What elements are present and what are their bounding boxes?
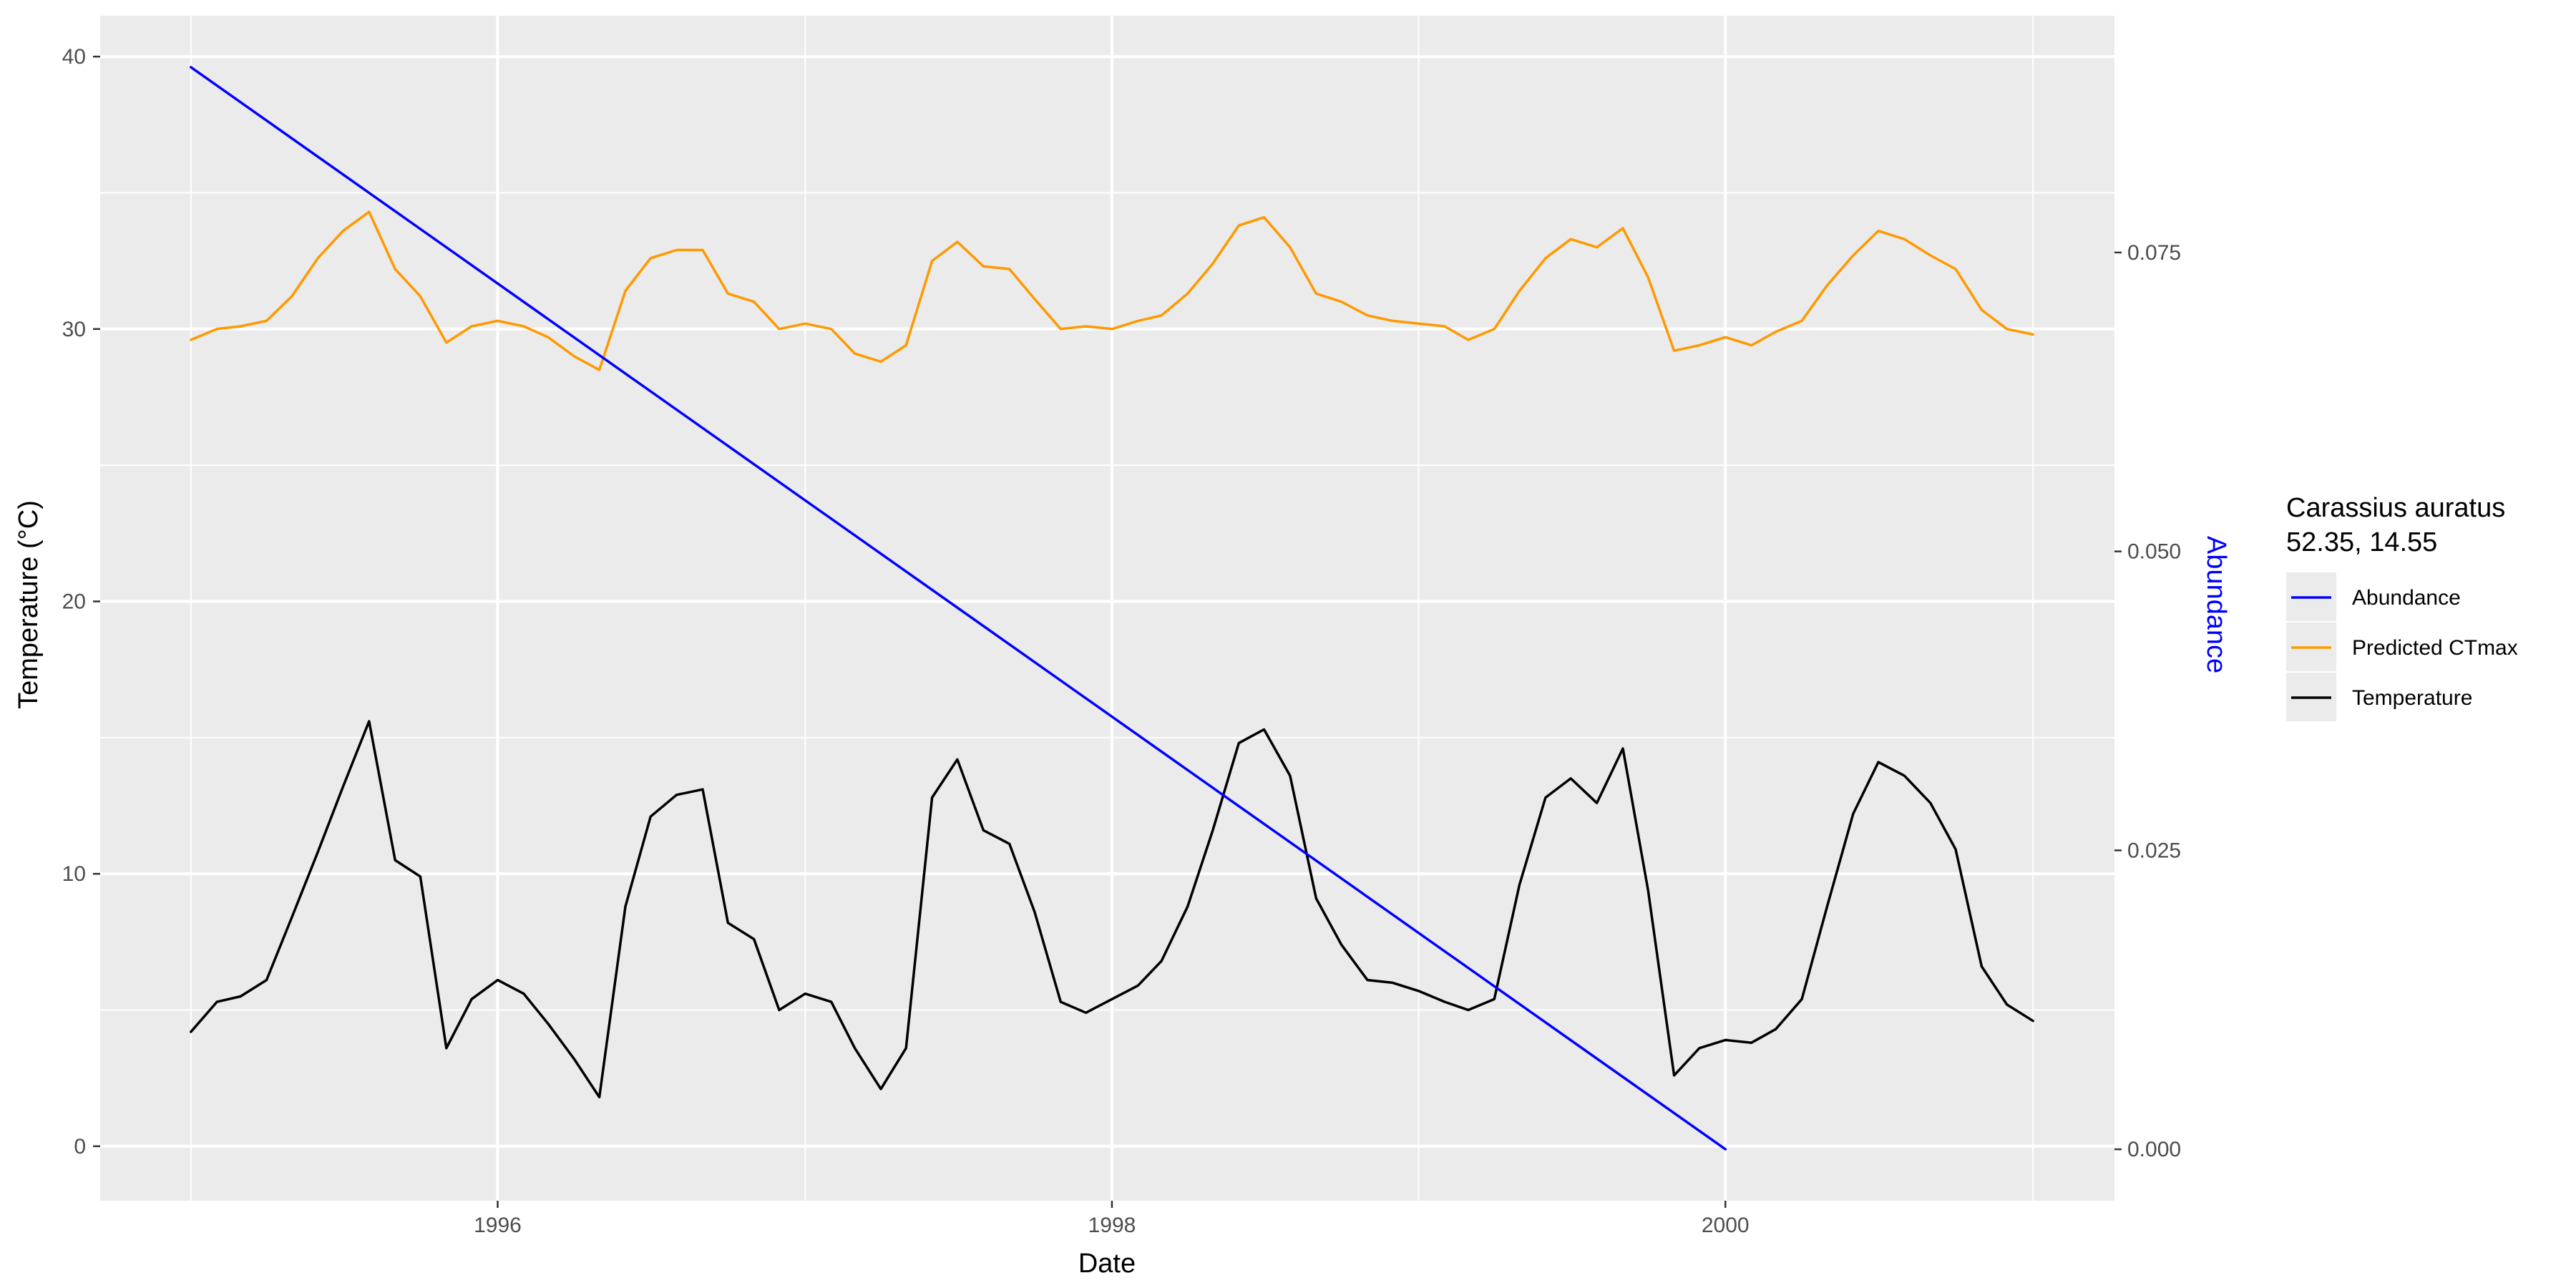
right-axis: 0.000 0.025 0.050 0.075 xyxy=(2114,241,2181,1161)
y-tick-label: 30 xyxy=(62,318,86,341)
x-axis-title: Date xyxy=(1078,1249,1136,1279)
plot-panel xyxy=(100,16,2114,1201)
y2-tick-label: 0.000 xyxy=(2127,1138,2181,1161)
y-tick-label: 20 xyxy=(62,590,86,613)
y2-axis-title: Abundance xyxy=(2201,536,2231,673)
x-tick-label: 1996 xyxy=(474,1214,522,1237)
y-axis-title: Temperature (°C) xyxy=(14,500,44,709)
legend-title-line-1: Carassius auratus xyxy=(2286,493,2505,523)
x-tick-label: 2000 xyxy=(1702,1214,1750,1237)
legend-label-predicted-ctmax: Predicted CTmax xyxy=(2352,636,2518,660)
y2-tick-label: 0.025 xyxy=(2127,839,2181,862)
left-axis: 0 10 20 30 40 xyxy=(62,45,100,1158)
minor-gridlines xyxy=(100,16,2114,1201)
series-line-abundance xyxy=(190,66,1727,1151)
series-line-predicted-ctmax xyxy=(190,210,2034,371)
y2-tick-label: 0.075 xyxy=(2127,241,2181,265)
series-layer xyxy=(190,66,2034,1151)
y-tick-label: 40 xyxy=(62,45,86,69)
y-tick-label: 0 xyxy=(74,1135,86,1158)
bottom-axis: 1996 1998 2000 xyxy=(474,1201,1750,1237)
x-tick-label: 1998 xyxy=(1088,1214,1136,1237)
y2-tick-label: 0.050 xyxy=(2127,540,2181,564)
legend: Carassius auratus 52.35, 14.55 Abundance… xyxy=(2286,493,2518,721)
legend-items: Abundance Predicted CTmax Temperature xyxy=(2286,572,2518,721)
y-tick-label: 10 xyxy=(62,862,86,886)
legend-label-temperature: Temperature xyxy=(2352,686,2472,710)
legend-label-abundance: Abundance xyxy=(2352,586,2461,610)
legend-title-line-2: 52.35, 14.55 xyxy=(2286,527,2437,557)
series-line-temperature xyxy=(190,720,2034,1099)
